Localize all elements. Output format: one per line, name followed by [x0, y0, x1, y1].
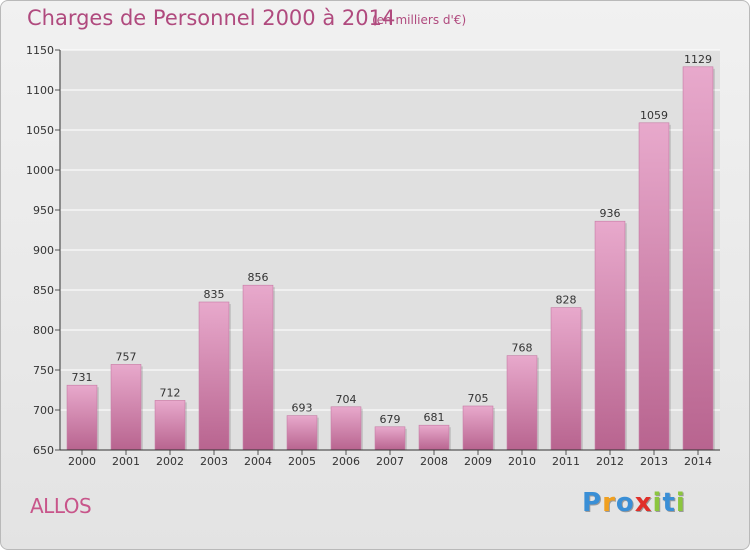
y-tick-label: 750	[33, 364, 54, 377]
axes: 650 700 750 800 850 900 950 1000 1050 1100 1150 200…	[26, 44, 720, 468]
logo-letter: i	[675, 488, 686, 518]
x-tick-label: 2011	[552, 455, 580, 468]
y-tick-label: 850	[33, 284, 54, 297]
x-tick-label: 2000	[68, 455, 96, 468]
bar-value-label: 681	[424, 411, 445, 424]
y-tick-label: 650	[33, 444, 54, 457]
x-tick-label: 2010	[508, 455, 536, 468]
proxiti-logo: Proxiti	[582, 488, 686, 518]
bar	[594, 220, 626, 451]
bar-value-label: 856	[248, 271, 269, 284]
bar	[462, 405, 494, 451]
bar-value-label: 1059	[640, 109, 668, 122]
bar-value-label: 712	[160, 386, 181, 399]
chart-subtitle: (en milliers d'€)	[372, 13, 467, 27]
x-tick-label: 2014	[684, 455, 712, 468]
bar	[154, 400, 186, 451]
bar	[198, 301, 230, 451]
bar-value-label: 704	[336, 393, 357, 406]
bar	[286, 415, 318, 451]
x-tick-label: 2008	[420, 455, 448, 468]
bar-value-label: 705	[468, 392, 489, 405]
x-tick-label: 2003	[200, 455, 228, 468]
logo-letter: P	[582, 488, 603, 518]
bar	[638, 122, 670, 451]
x-tick-label: 2001	[112, 455, 140, 468]
x-tick-label: 2009	[464, 455, 492, 468]
logo-letter: r	[602, 488, 616, 518]
logo-letter: x	[634, 488, 653, 518]
bar	[374, 426, 406, 451]
bar-value-label: 936	[600, 207, 621, 220]
bar	[418, 424, 450, 451]
bar	[66, 384, 98, 451]
bar-value-label: 828	[556, 294, 577, 307]
y-tick-label: 900	[33, 244, 54, 257]
logo-letter: o	[615, 488, 635, 518]
bar-value-label: 693	[292, 402, 313, 415]
x-tick-label: 2002	[156, 455, 184, 468]
bar-value-label: 757	[116, 350, 137, 363]
bar	[682, 66, 714, 451]
y-tick-label: 1000	[26, 164, 54, 177]
bar	[330, 406, 362, 451]
bar	[550, 307, 582, 451]
logo-letter: i	[652, 488, 663, 518]
bars: 731 757 712 835 856 693 704 679 681 705 768 828 936 1…	[66, 53, 715, 451]
y-tick-label: 800	[33, 324, 54, 337]
x-tick-label: 2004	[244, 455, 272, 468]
bar-value-label: 679	[380, 413, 401, 426]
commune-name: ALLOS	[30, 494, 92, 518]
bar	[506, 355, 538, 451]
bar-value-label: 731	[72, 371, 93, 384]
bar	[242, 284, 274, 451]
x-tick-label: 2005	[288, 455, 316, 468]
x-tick-label: 2007	[376, 455, 404, 468]
y-tick-label: 1100	[26, 84, 54, 97]
chart-title: Charges de Personnel 2000 à 2014	[27, 6, 396, 30]
logo-letter: t	[662, 488, 676, 518]
x-tick-label: 2006	[332, 455, 360, 468]
x-tick-label: 2013	[640, 455, 668, 468]
bar-value-label: 835	[204, 288, 225, 301]
bar-value-label: 1129	[684, 53, 712, 66]
bar-value-label: 768	[512, 342, 533, 355]
bar	[110, 364, 142, 451]
x-tick-label: 2012	[596, 455, 624, 468]
y-tick-label: 1050	[26, 124, 54, 137]
y-tick-label: 1150	[26, 44, 54, 57]
y-tick-label: 950	[33, 204, 54, 217]
y-tick-label: 700	[33, 404, 54, 417]
